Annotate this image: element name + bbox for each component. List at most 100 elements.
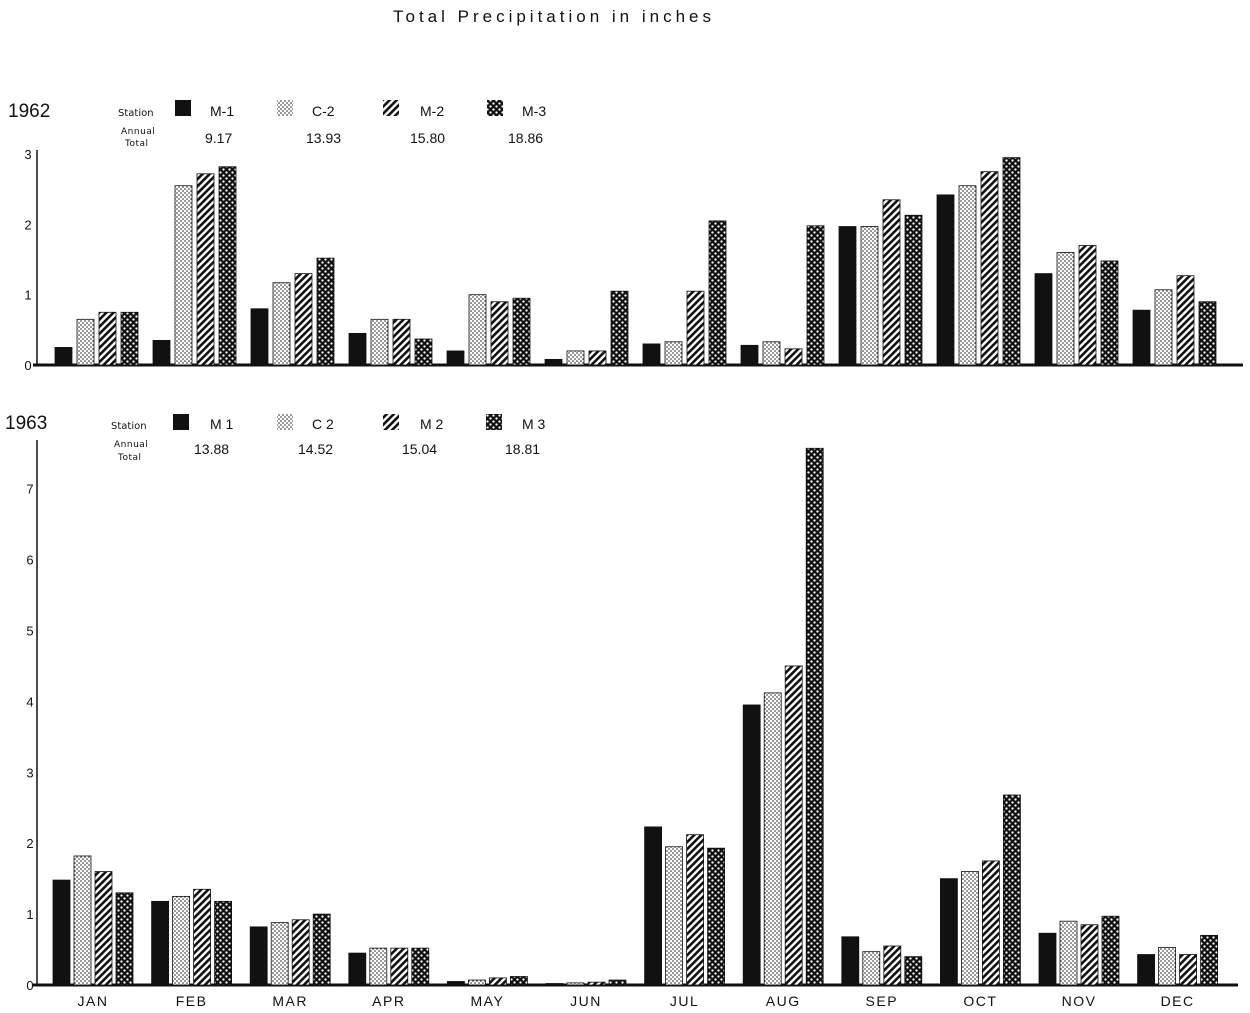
bar-1963-dec-c2 xyxy=(1158,947,1176,986)
bar-1962-nov-m1 xyxy=(1034,273,1053,366)
legend-label-m2-1962: M-2 xyxy=(420,103,444,119)
annual-total-c2-1962: 13.93 xyxy=(306,130,341,146)
year-label-1962: 1962 xyxy=(8,101,50,122)
bar-1962-apr-m3 xyxy=(414,338,433,366)
bar-1962-nov-c2 xyxy=(1056,252,1075,366)
bar-1962-apr-m1 xyxy=(348,332,367,366)
bar-1963-jul-c2 xyxy=(665,846,683,986)
bar-1962-jul-m1 xyxy=(642,343,661,366)
legend-swatch-c2-1963 xyxy=(277,414,293,430)
bar-1962-mar-m2 xyxy=(294,273,313,366)
y-tick-label-1962-0: 0 xyxy=(24,358,31,373)
y-tick-label-1963-1: 1 xyxy=(26,907,33,922)
bar-1962-may-m2 xyxy=(490,301,509,366)
bar-1962-sep-m2 xyxy=(882,199,901,366)
bar-1963-oct-m2 xyxy=(982,860,1000,986)
month-label-may: MAY xyxy=(470,993,504,1009)
bar-1963-mar-m3 xyxy=(312,913,331,986)
y-tick-label-1962-3: 3 xyxy=(24,147,31,162)
station-label-1963: Station xyxy=(111,421,147,432)
bar-1963-dec-m2 xyxy=(1179,954,1197,986)
bar-1962-sep-m3 xyxy=(904,214,923,366)
bar-1963-jan-m3 xyxy=(115,892,134,986)
bars-1963 xyxy=(52,447,1218,986)
annual-label-1962: Annual xyxy=(121,127,155,137)
bar-1963-jul-m2 xyxy=(686,834,704,986)
bar-1963-jun-m3 xyxy=(608,979,627,986)
bar-1962-aug-m3 xyxy=(806,225,825,366)
bar-1962-dec-m1 xyxy=(1132,309,1151,366)
y-tick-label-1963-7: 7 xyxy=(26,482,33,497)
bar-1963-oct-m1 xyxy=(940,878,958,986)
annual-total-m1-1962: 9.17 xyxy=(205,130,232,146)
bar-1963-nov-c2 xyxy=(1059,920,1078,986)
bar-1962-jul-c2 xyxy=(664,341,683,366)
bar-1963-mar-m2 xyxy=(291,919,310,986)
bar-1962-sep-c2 xyxy=(860,226,879,366)
panel-1963: 1963 Station Annual Total M 1 13.88 C 2 … xyxy=(5,413,1238,1009)
legend-label-m1-1963: M 1 xyxy=(210,416,234,432)
bar-1963-nov-m1 xyxy=(1038,932,1057,986)
legend-label-c2-1962: C-2 xyxy=(312,103,335,119)
y-tick-label-1962-1: 1 xyxy=(24,288,31,303)
bar-1962-sep-m1 xyxy=(838,226,857,366)
bar-1963-jun-m2 xyxy=(587,981,606,986)
bar-1963-nov-m2 xyxy=(1080,924,1099,986)
bar-1963-sep-m1 xyxy=(841,936,860,986)
bar-1962-feb-m2 xyxy=(196,173,215,366)
legend-label-m3-1962: M-3 xyxy=(522,103,546,119)
bar-1963-jan-c2 xyxy=(73,855,92,986)
bar-1962-feb-m1 xyxy=(152,339,171,366)
legend-label-c2-1963: C 2 xyxy=(312,416,334,432)
legend-swatch-m3-1963 xyxy=(486,414,502,430)
bar-1962-jun-c2 xyxy=(566,350,585,366)
bar-1963-may-m1 xyxy=(446,981,465,986)
legend-swatch-m3-1962 xyxy=(487,100,503,116)
bar-1962-dec-m3 xyxy=(1198,301,1217,366)
bar-1962-jan-m2 xyxy=(98,311,117,366)
bar-1963-apr-m3 xyxy=(411,947,430,986)
bar-1963-may-c2 xyxy=(467,979,486,986)
bar-1962-jul-m2 xyxy=(686,290,705,366)
bar-1963-jan-m1 xyxy=(52,879,71,986)
y-tick-labels-1963: 0 1 2 3 4 5 6 7 xyxy=(26,482,33,993)
bar-1962-dec-m2 xyxy=(1176,275,1195,366)
month-label-oct: OCT xyxy=(963,993,997,1009)
annual-total-c2-1963: 14.52 xyxy=(298,441,333,457)
month-labels: JAN FEB MAR APR MAY JUN JUL AUG SEP OCT NOV DEC xyxy=(78,993,1194,1009)
bar-1963-feb-c2 xyxy=(172,895,191,986)
bar-1962-aug-m2 xyxy=(784,348,803,366)
legend-label-m2-1963: M 2 xyxy=(420,416,444,432)
legend-1962: Station Annual Total M-1 9.17 C-2 13.93 … xyxy=(118,100,546,149)
annual-label-1963: Annual xyxy=(114,440,148,450)
legend-swatch-m2-1963 xyxy=(383,414,399,430)
bar-1963-may-m2 xyxy=(488,977,507,986)
bar-1962-dec-c2 xyxy=(1154,289,1173,366)
bar-1962-jan-m3 xyxy=(120,311,139,366)
bar-1962-mar-m1 xyxy=(250,308,269,366)
month-label-jun: JUN xyxy=(570,993,602,1009)
bar-1963-mar-m1 xyxy=(249,926,268,986)
bar-1962-oct-c2 xyxy=(958,185,977,366)
bar-1962-jul-m3 xyxy=(708,220,727,366)
bar-1963-aug-m2 xyxy=(784,665,803,986)
chart-title: Total Precipitation in inches xyxy=(393,7,715,26)
bar-1963-jan-m2 xyxy=(94,871,113,986)
month-label-sep: SEP xyxy=(866,993,899,1009)
bar-1962-mar-m3 xyxy=(316,257,335,366)
bar-1963-aug-c2 xyxy=(763,692,782,986)
bar-1962-aug-m1 xyxy=(740,344,759,366)
bar-1962-oct-m1 xyxy=(936,194,955,366)
bar-1963-feb-m2 xyxy=(193,888,212,986)
y-tick-label-1962-2: 2 xyxy=(24,217,31,232)
y-tick-label-1963-0: 0 xyxy=(26,978,33,993)
bar-1962-feb-m3 xyxy=(218,166,237,366)
bar-1963-may-m3 xyxy=(509,976,528,986)
panel-1962: 1962 Station Annual Total M-1 9.17 C-2 1… xyxy=(8,100,1243,373)
total-label-1963: Total xyxy=(117,453,142,463)
bar-1962-nov-m3 xyxy=(1100,260,1119,366)
annual-total-m2-1962: 15.80 xyxy=(410,130,445,146)
bar-1963-sep-c2 xyxy=(862,951,881,986)
y-tick-label-1963-6: 6 xyxy=(26,553,33,568)
